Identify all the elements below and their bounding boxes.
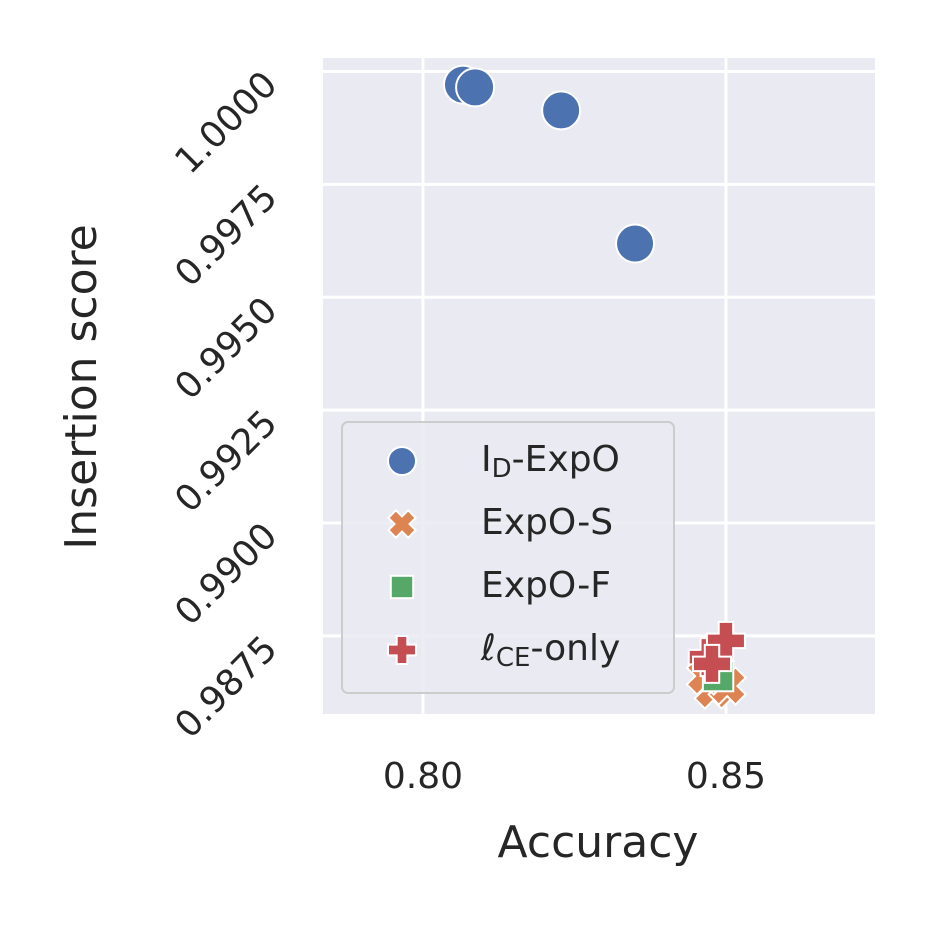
x-tick-label: 0.85	[686, 756, 766, 797]
marker	[389, 574, 415, 600]
x-tick-label: 0.80	[383, 756, 463, 797]
legend-label: ℓCE-only	[480, 628, 620, 673]
y-axis-label: Insertion score	[56, 224, 107, 549]
marker	[455, 67, 496, 108]
marker	[541, 90, 582, 131]
x-axis-label: Accuracy	[498, 817, 699, 868]
y-tick-label: 0.9975	[167, 177, 285, 295]
y-tick-label: 1.0000	[167, 64, 285, 182]
y-tick-label: 0.9875	[167, 628, 285, 746]
legend	[341, 421, 675, 694]
legend-label: ExpO-F	[481, 565, 611, 606]
legend-entries: ID-ExpO ExpO-S ExpO-F ℓCE-only	[386, 439, 620, 673]
marker	[705, 620, 746, 661]
y-tick-label: 0.9950	[167, 290, 285, 408]
marker	[386, 508, 418, 540]
legend-label: ExpO-S	[481, 502, 613, 543]
marker	[692, 643, 733, 684]
marks	[442, 64, 748, 711]
legend-label: ID-ExpO	[481, 439, 620, 484]
marker	[387, 446, 417, 476]
marker	[387, 635, 417, 665]
y-tick-label: 0.9900	[167, 515, 285, 633]
marker	[615, 223, 656, 264]
y-tick-label: 0.9925	[167, 403, 285, 521]
